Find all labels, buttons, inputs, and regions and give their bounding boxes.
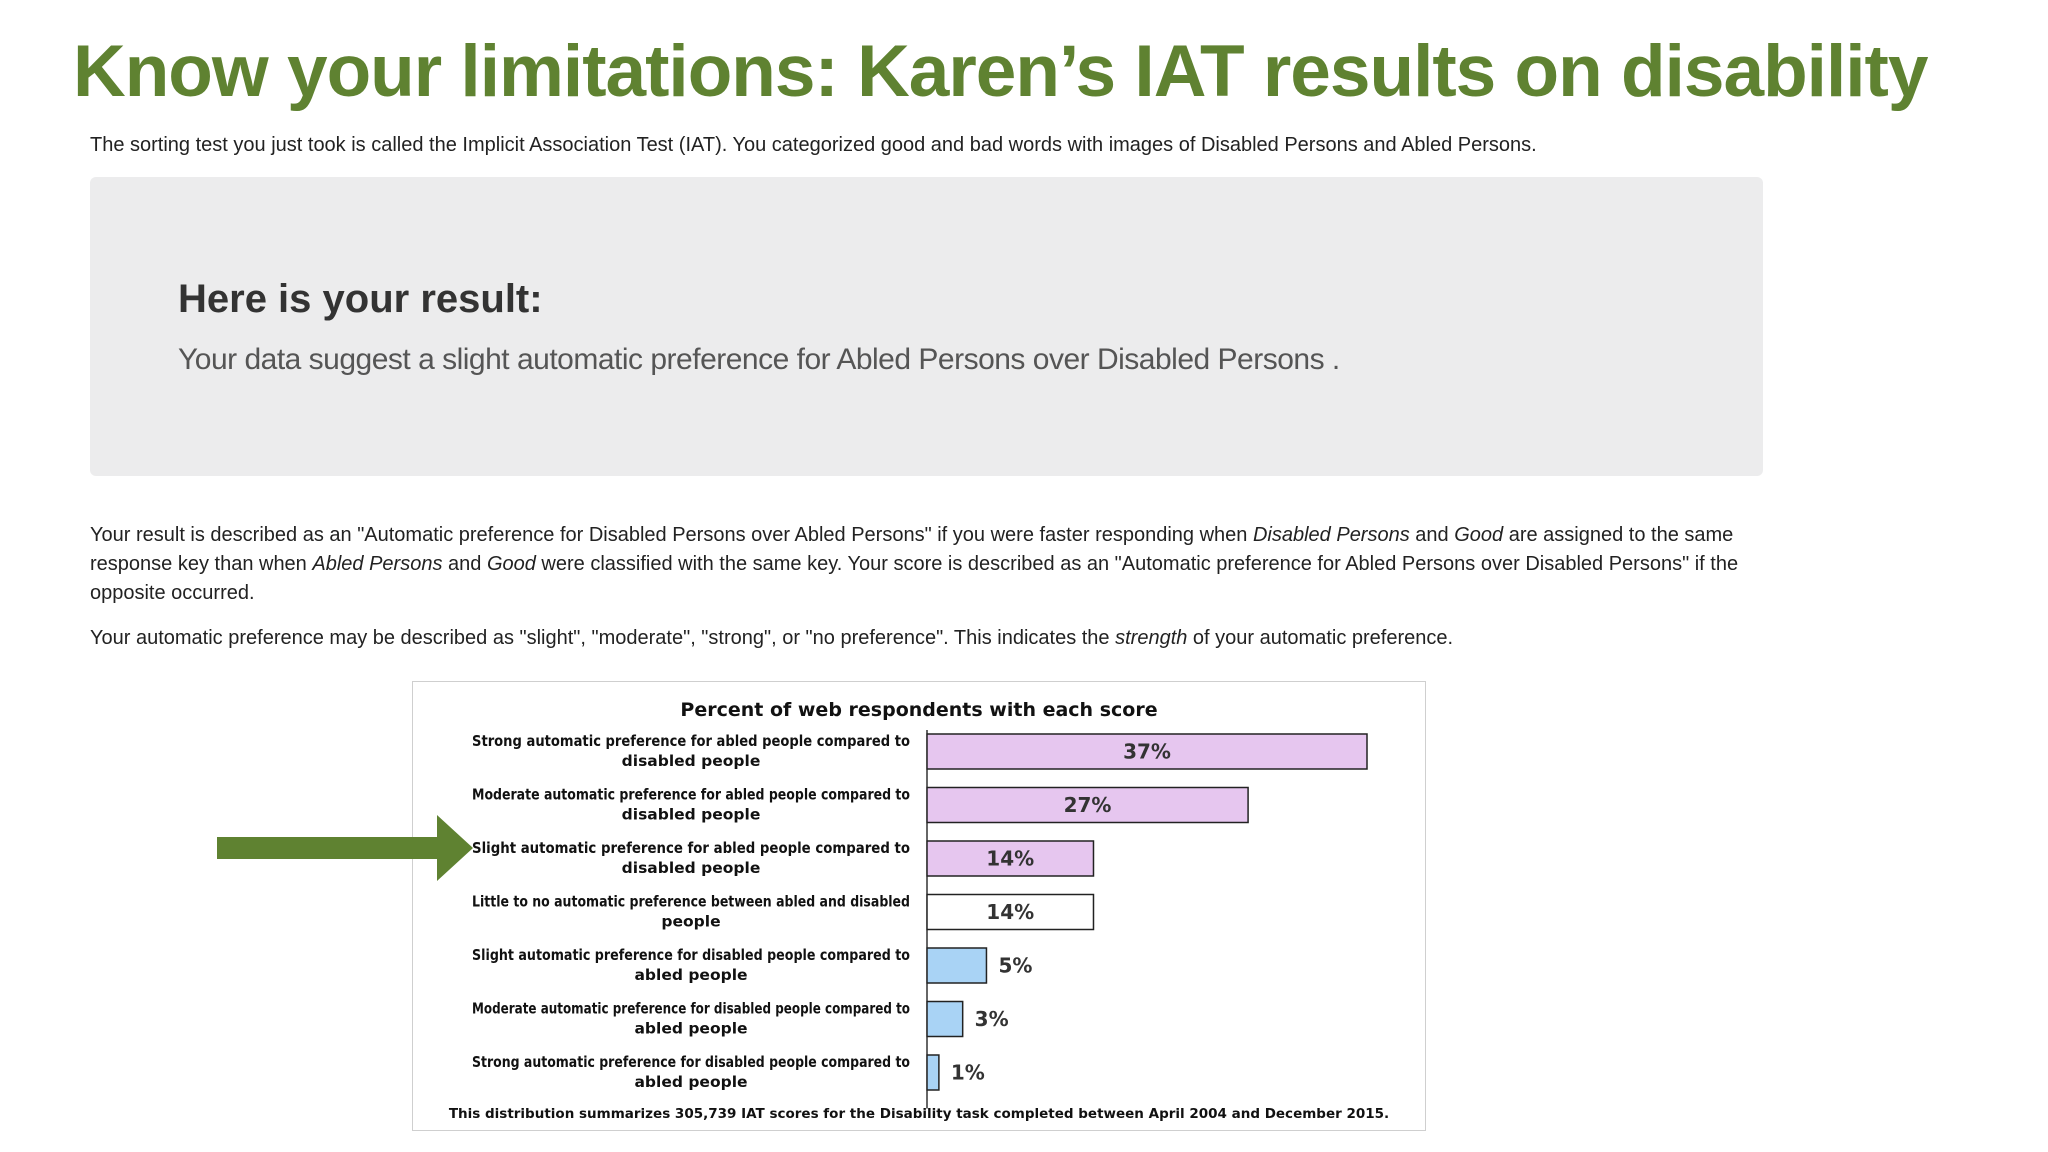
bar-0 xyxy=(926,733,1368,770)
result-description: Your result is described as an "Automati… xyxy=(90,524,1739,604)
bar-4 xyxy=(926,947,988,984)
category-label-0-0: Strong automatic preference for abled pe… xyxy=(472,732,910,750)
result-panel: Here is your result: Your data suggest a… xyxy=(90,177,1763,476)
bar-5 xyxy=(926,1000,964,1038)
value-label-1: 27% xyxy=(1064,793,1112,817)
chart-svg: Percent of web respondents with each sco… xyxy=(449,699,1389,1122)
result-arrow-icon xyxy=(217,815,473,881)
category-label-4-1: abled people xyxy=(634,966,747,984)
category-label-3-0: Little to no automatic preference betwee… xyxy=(472,893,910,911)
strength-description: Your automatic preference may be describ… xyxy=(90,627,1454,649)
category-label-2-1: disabled people xyxy=(622,859,761,877)
value-label-6: 1% xyxy=(951,1061,985,1085)
category-label-5-0: Moderate automatic preference for disabl… xyxy=(472,1000,910,1018)
chart-title: Percent of web respondents with each sco… xyxy=(680,699,1157,721)
result-heading: Here is your result: xyxy=(178,277,543,321)
chart-footnote: This distribution summarizes 305,739 IAT… xyxy=(449,1106,1389,1122)
category-label-4-0: Slight automatic preference for disabled… xyxy=(472,946,910,964)
category-label-3-1: people xyxy=(661,913,720,931)
category-label-6-0: Strong automatic preference for disabled… xyxy=(472,1053,910,1071)
value-label-5: 3% xyxy=(975,1007,1009,1031)
slide-title: Know your limitations: Karen’s IAT resul… xyxy=(73,31,1928,112)
bar-2 xyxy=(926,840,1095,877)
value-label-2: 14% xyxy=(986,847,1034,871)
category-label-6-1: abled people xyxy=(634,1073,747,1091)
bar-3 xyxy=(926,893,1095,931)
distribution-chart: Percent of web respondents with each sco… xyxy=(412,681,1426,1131)
category-label-1-0: Moderate automatic preference for abled … xyxy=(472,786,910,804)
value-label-0: 37% xyxy=(1123,740,1171,764)
intro-text: The sorting test you just took is called… xyxy=(90,134,1537,156)
category-label-0-1: disabled people xyxy=(622,752,761,770)
value-label-3: 14% xyxy=(986,900,1034,924)
category-label-1-1: disabled people xyxy=(622,806,761,824)
bar-6 xyxy=(926,1054,940,1091)
bar-1 xyxy=(926,786,1249,824)
value-label-4: 5% xyxy=(998,954,1032,978)
result-text: Your data suggest a slight automatic pre… xyxy=(178,343,1340,376)
category-label-5-1: abled people xyxy=(634,1020,747,1038)
category-label-2-0: Slight automatic preference for abled pe… xyxy=(472,839,910,857)
